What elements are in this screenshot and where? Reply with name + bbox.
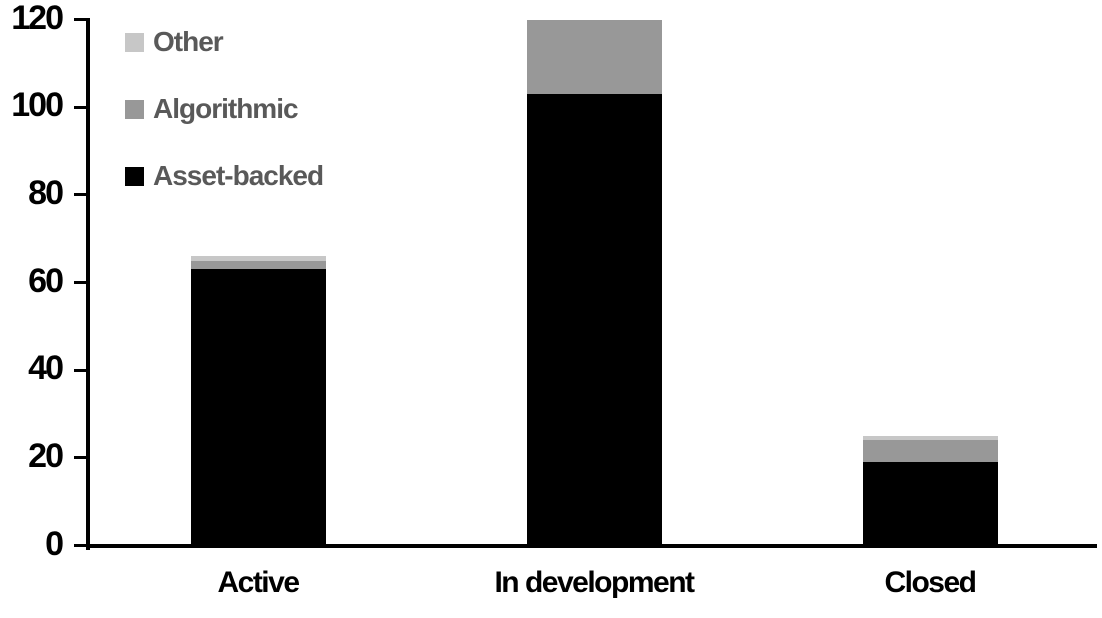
- y-axis-tick: [74, 544, 86, 547]
- bar-segment-other: [862, 435, 998, 441]
- x-axis-label-in-development: In development: [494, 566, 695, 599]
- y-axis-tick: [74, 18, 86, 21]
- y-axis-tick: [74, 368, 86, 372]
- y-tick-label: 100: [11, 86, 64, 125]
- bar-segment-algorithmic: [526, 19, 662, 95]
- legend-swatch-other-icon: [125, 32, 144, 52]
- y-tick-label: 40: [28, 349, 64, 388]
- y-axis-line: [86, 17, 90, 550]
- legend-label: Asset-backed: [153, 160, 324, 191]
- x-axis-label-active: Active: [217, 566, 300, 599]
- y-axis-tick: [74, 281, 86, 284]
- legend-label: Algorithmic: [153, 93, 299, 124]
- y-axis-tick: [74, 105, 86, 109]
- y-axis-tick: [74, 193, 86, 197]
- bar-segment-asset-backed: [862, 462, 998, 546]
- y-tick-label: 0: [45, 524, 64, 563]
- legend-item-asset-backed: Asset-backed: [125, 160, 324, 192]
- legend-swatch-algorithmic-icon: [125, 99, 144, 119]
- y-tick-label: 80: [28, 173, 64, 212]
- bar-segment-asset-backed: [526, 94, 662, 546]
- bar-segment-algorithmic: [862, 440, 998, 463]
- bar-segment-algorithmic: [190, 260, 326, 270]
- bar-closed: [862, 435, 998, 546]
- bar-segment-other: [190, 256, 326, 261]
- bar-in-development: [526, 19, 662, 546]
- x-axis-line: [86, 543, 1097, 548]
- x-axis-label-closed: Closed: [884, 566, 977, 599]
- y-tick-label: 120: [11, 0, 64, 37]
- y-axis-tick: [74, 456, 86, 460]
- bar-active: [190, 256, 326, 546]
- legend-item-other: Other: [125, 26, 224, 58]
- legend-swatch-asset-backed-icon: [125, 166, 144, 186]
- y-tick-label: 20: [28, 436, 64, 475]
- legend-item-algorithmic: Algorithmic: [125, 93, 299, 125]
- bar-segment-asset-backed: [190, 269, 326, 546]
- y-tick-label: 60: [28, 261, 64, 300]
- legend-label: Other: [153, 26, 224, 57]
